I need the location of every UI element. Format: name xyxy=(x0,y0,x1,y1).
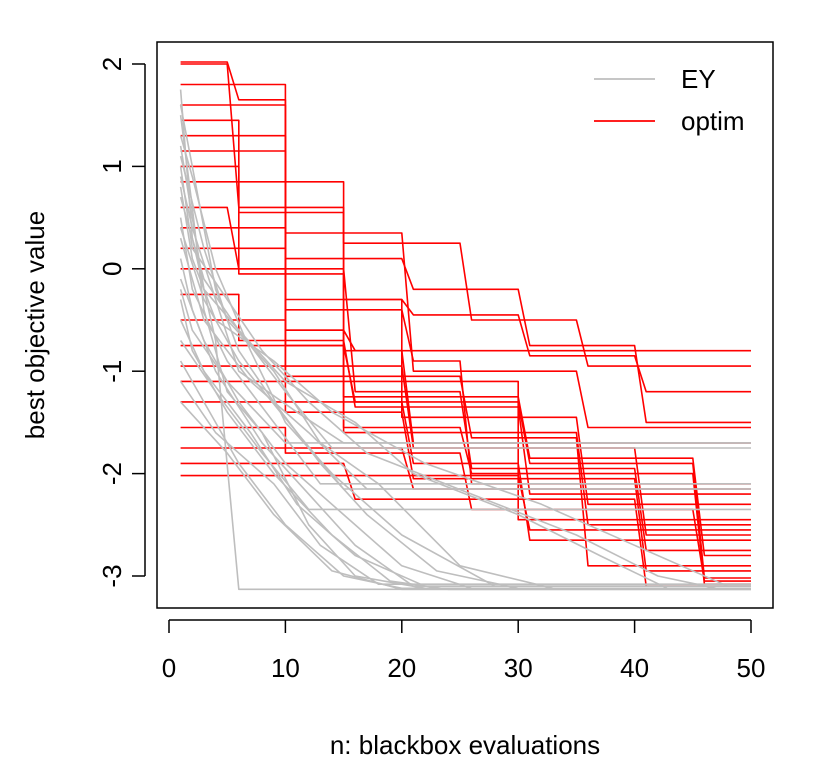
series-line-optim xyxy=(180,401,751,542)
y-tick-label: -3 xyxy=(97,564,127,587)
series-line-optim xyxy=(180,293,751,495)
series-ey xyxy=(179,89,751,591)
series-line-ey xyxy=(179,145,751,591)
series-line-optim xyxy=(180,344,751,557)
series-line-ey xyxy=(179,186,751,588)
series-line-optim xyxy=(180,365,751,572)
series-line-ey xyxy=(179,340,751,511)
x-tick-label: 10 xyxy=(271,653,300,683)
series-line-optim xyxy=(180,426,751,582)
series-line-ey xyxy=(179,380,751,586)
legend: EY optim xyxy=(594,64,745,136)
series-layer xyxy=(179,61,751,591)
x-tick-label: 20 xyxy=(387,653,416,683)
x-axis: 0 10 20 30 40 50 xyxy=(162,619,766,683)
x-tick-label: 0 xyxy=(162,653,176,683)
series-line-optim xyxy=(180,380,751,526)
x-tick-label: 40 xyxy=(620,653,649,683)
legend-label-optim: optim xyxy=(681,106,745,136)
series-line-ey xyxy=(179,104,751,590)
y-tick-label: 2 xyxy=(97,57,127,71)
series-line-ey xyxy=(179,166,751,590)
y-axis-label: best objective value xyxy=(20,211,50,439)
series-line-optim xyxy=(180,474,751,531)
series-line-optim xyxy=(180,319,751,567)
plot-box xyxy=(156,41,774,609)
y-tick-label: 1 xyxy=(97,159,127,173)
series-line-ey xyxy=(179,319,751,588)
legend-label-ey: EY xyxy=(681,64,716,94)
series-line-optim xyxy=(180,181,751,429)
x-axis-label: n: blackbox evaluations xyxy=(330,730,600,760)
series-line-ey xyxy=(180,401,751,591)
y-tick-label: -2 xyxy=(97,462,127,485)
x-tick-label: 50 xyxy=(737,653,766,683)
x-tick-label: 30 xyxy=(504,653,533,683)
series-line-ey xyxy=(179,217,751,485)
series-line-ey xyxy=(179,227,751,490)
series-line-ey xyxy=(179,289,751,444)
y-axis: 2 1 0 -1 -2 -3 xyxy=(97,57,146,588)
y-tick-label: -1 xyxy=(97,360,127,383)
y-tick-label: 0 xyxy=(97,262,127,276)
